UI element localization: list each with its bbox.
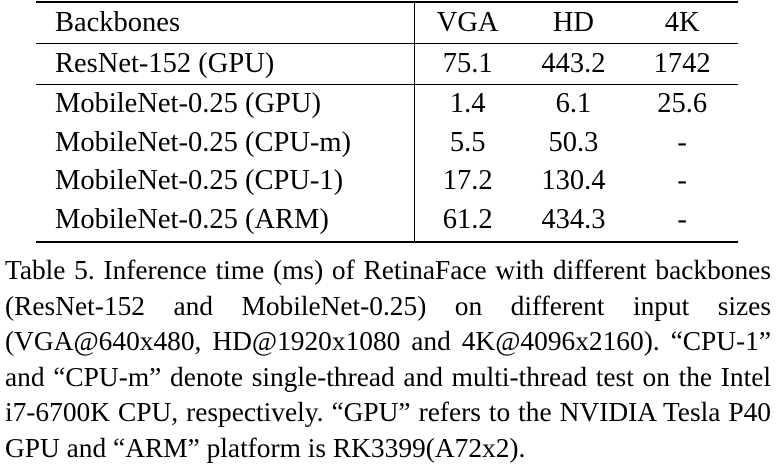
table-row: MobileNet-0.25 (GPU) 1.4 6.1 25.6 xyxy=(36,84,738,124)
vga-cell: 5.5 xyxy=(449,126,486,158)
4k-cell: - xyxy=(626,200,738,243)
hd-cell: 434.3 xyxy=(520,200,627,243)
table-row: ResNet-152 (GPU) 75.1 443.2 1742 xyxy=(36,43,738,85)
table-row: MobileNet-0.25 (CPU-1) 17.2 130.4 - xyxy=(36,162,738,201)
backbone-cell: MobileNet-0.25 (GPU) xyxy=(36,84,415,124)
backbone-cell: MobileNet-0.25 (ARM) xyxy=(36,200,415,243)
header-hd: HD xyxy=(520,1,627,44)
vga-cell: 17.2 xyxy=(442,165,493,196)
table-caption: Table 5. Inference time (ms) of RetinaFa… xyxy=(5,255,771,463)
4k-cell: - xyxy=(677,165,687,196)
inference-time-table: Backbones VGA HD 4K ResNet-152 (GPU) 75.… xyxy=(36,1,738,243)
vga-cell: 1.4 xyxy=(449,88,486,119)
vga-cell: 61.2 xyxy=(414,200,521,243)
4k-cell: 25.6 xyxy=(657,88,708,119)
vga-cell: 75.1 xyxy=(414,43,521,85)
header-vga: VGA xyxy=(414,1,521,44)
table-header-row: Backbones VGA HD 4K xyxy=(36,1,738,44)
hd-cell: 50.3 xyxy=(548,126,599,158)
header-4k: 4K xyxy=(626,1,738,44)
backbone-cell: ResNet-152 (GPU) xyxy=(36,43,415,85)
4k-cell: - xyxy=(677,126,687,158)
backbone-cell: MobileNet-0.25 (CPU-1) xyxy=(36,162,415,201)
4k-cell: 1742 xyxy=(626,43,738,85)
hd-cell: 6.1 xyxy=(555,88,592,119)
hd-cell: 130.4 xyxy=(541,165,606,196)
header-backbones: Backbones xyxy=(36,1,415,44)
table-row: MobileNet-0.25 (ARM) 61.2 434.3 - xyxy=(36,200,738,243)
table-row: MobileNet-0.25 (CPU-m) 5.5 50.3 - xyxy=(36,123,738,162)
hd-cell: 443.2 xyxy=(520,43,627,85)
backbone-cell: MobileNet-0.25 (CPU-m) xyxy=(36,123,415,162)
